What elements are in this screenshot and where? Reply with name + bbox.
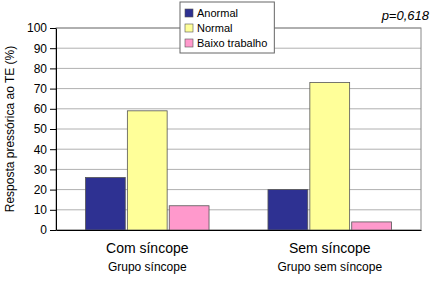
legend-box <box>180 2 274 53</box>
y-tick-mark <box>50 48 56 49</box>
legend-swatch <box>185 24 193 32</box>
grid-line <box>56 169 421 170</box>
x-tick-label-line: Grupo síncope <box>108 260 187 274</box>
grid-line <box>56 88 421 89</box>
grid-line <box>56 108 421 109</box>
bar <box>310 83 350 230</box>
y-tick: 40 <box>34 143 56 157</box>
x-tick-label-line: Grupo sem síncope <box>277 260 382 274</box>
grid <box>56 28 421 230</box>
grid-line <box>56 129 421 130</box>
x-tick-label-line: Com síncope <box>106 240 189 256</box>
y-tick-label: 100 <box>27 21 47 35</box>
chart: 0 10 20 30 40 50 60 70 80 90 100 Com síncope Grupo s… <box>0 0 439 292</box>
plot-frame <box>56 28 421 230</box>
y-tick-label: 40 <box>34 143 48 157</box>
y-tick-mark <box>50 129 56 130</box>
y-tick-label: 0 <box>40 223 47 237</box>
y-axis-line <box>56 29 57 231</box>
y-tick: 50 <box>34 122 56 136</box>
y-tick-mark <box>50 149 56 150</box>
legend-swatch <box>185 39 193 47</box>
x-tick-label-line: Sem síncope <box>289 240 371 256</box>
grid-line <box>56 68 421 69</box>
legend: Anormal Normal Baixo trabalho <box>180 2 274 53</box>
bar <box>268 190 308 230</box>
y-tick-mark <box>50 230 56 231</box>
y-tick: 70 <box>34 82 56 96</box>
bar <box>85 177 125 230</box>
bar <box>127 111 167 230</box>
y-tick: 10 <box>34 203 56 217</box>
y-axis: 0 10 20 30 40 50 60 70 80 90 100 <box>27 21 57 237</box>
y-tick-label: 50 <box>34 122 48 136</box>
y-tick-label: 80 <box>34 62 48 76</box>
bars <box>85 83 391 230</box>
y-tick-mark <box>50 68 56 69</box>
y-tick-mark <box>50 169 56 170</box>
y-tick: 0 <box>40 223 56 237</box>
y-axis-title: Resposta pressórica ao TE (%) <box>3 46 17 213</box>
y-tick-label: 60 <box>34 102 48 116</box>
legend-label: Anormal <box>197 7 238 19</box>
y-tick: 100 <box>27 21 56 35</box>
legend-swatch <box>185 9 193 17</box>
bar <box>169 206 209 230</box>
bar <box>352 222 392 230</box>
annotation: p=0,618 <box>381 8 430 23</box>
x-tick-label: Sem síncope Grupo sem síncope <box>277 240 382 274</box>
x-tick-label: Com síncope Grupo síncope <box>106 240 189 274</box>
y-tick: 80 <box>34 62 56 76</box>
y-tick: 20 <box>34 183 56 197</box>
y-tick: 30 <box>34 163 56 177</box>
y-tick-label: 70 <box>34 82 48 96</box>
x-tick: Com síncope Grupo síncope <box>106 230 189 274</box>
y-tick: 90 <box>34 42 56 56</box>
y-tick: 60 <box>34 102 56 116</box>
y-tick-mark <box>50 89 56 90</box>
y-tick-mark <box>50 190 56 191</box>
y-tick-label: 30 <box>34 163 48 177</box>
y-tick-label: 10 <box>34 203 48 217</box>
y-tick-mark <box>50 28 56 29</box>
y-tick-mark <box>50 109 56 110</box>
legend-label: Baixo trabalho <box>197 37 267 49</box>
plot: 0 10 20 30 40 50 60 70 80 90 100 Com síncope Grupo s… <box>27 21 422 273</box>
x-tick: Sem síncope Grupo sem síncope <box>277 230 382 274</box>
y-tick-mark <box>50 210 56 211</box>
grid-line <box>56 149 421 150</box>
y-tick-label: 90 <box>34 42 48 56</box>
x-axis-line <box>57 230 422 231</box>
x-axis: Com síncope Grupo síncope Sem síncope Grupo… <box>57 230 422 274</box>
legend-label: Normal <box>197 22 232 34</box>
y-tick-label: 20 <box>34 183 48 197</box>
